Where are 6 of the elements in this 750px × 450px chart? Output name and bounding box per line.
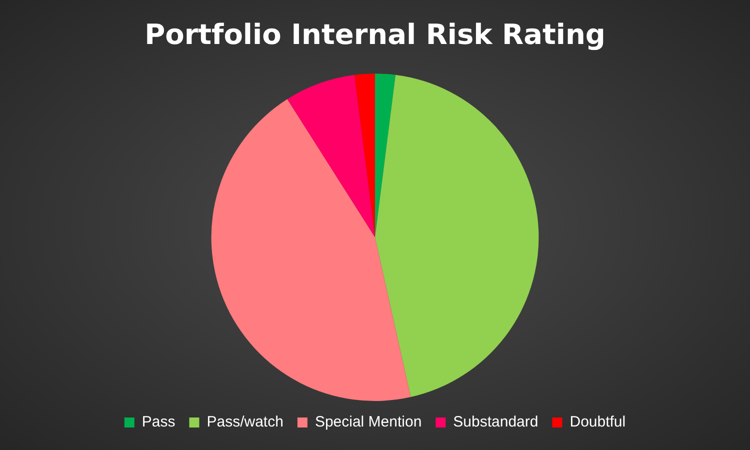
legend-label: Substandard [453, 414, 538, 431]
legend-label: Pass [142, 414, 176, 431]
legend-label: Doubtful [570, 414, 626, 431]
legend-label: Pass/watch [206, 414, 284, 431]
chart-title: Portfolio Internal Risk Rating [144, 18, 606, 52]
legend-label: Special Mention [314, 414, 422, 431]
